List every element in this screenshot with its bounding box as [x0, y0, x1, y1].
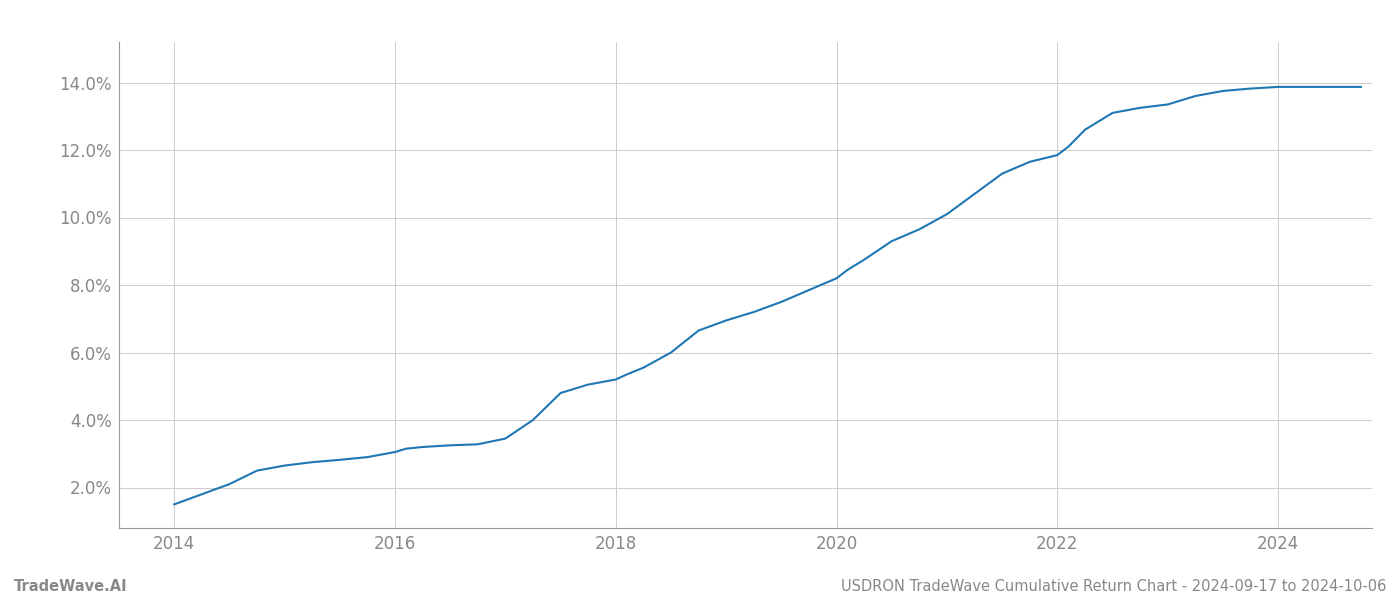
- Text: TradeWave.AI: TradeWave.AI: [14, 579, 127, 594]
- Text: USDRON TradeWave Cumulative Return Chart - 2024-09-17 to 2024-10-06: USDRON TradeWave Cumulative Return Chart…: [840, 579, 1386, 594]
